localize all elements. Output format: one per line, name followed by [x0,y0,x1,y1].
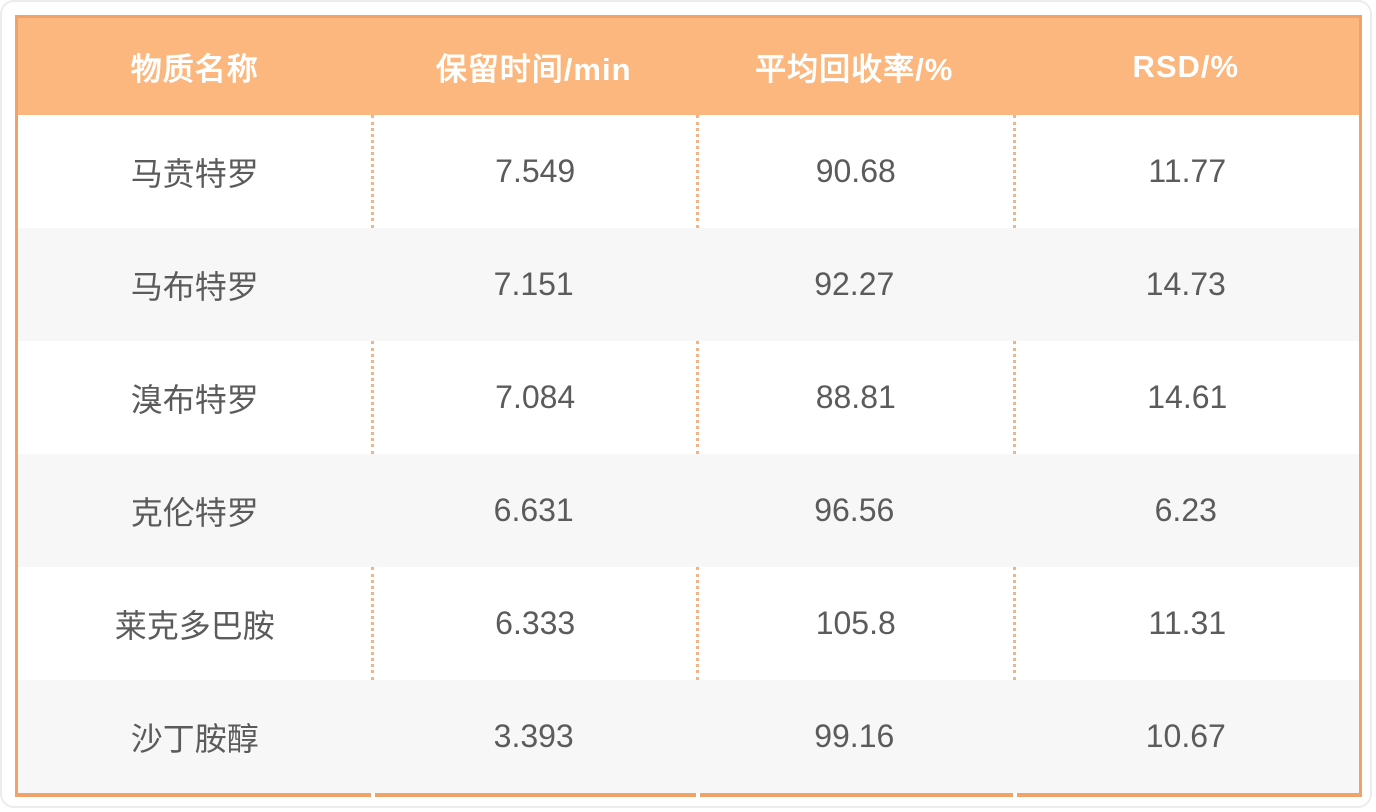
cell-retention-time: 7.084 [371,341,696,454]
cell-rsd: 14.61 [1012,341,1359,454]
table-row: 马贲特罗 7.549 90.68 11.77 [18,115,1359,228]
cell-retention-time: 6.333 [371,567,696,680]
cell-rsd: 10.67 [1145,718,1226,754]
table-row: 克伦特罗 6.631 96.56 6.23 [18,454,1359,567]
cell-rsd: 11.31 [1012,567,1359,680]
cell-substance: 溴布特罗 [130,381,259,418]
cell-rsd: 6.23 [1154,492,1217,528]
cell-recovery: 90.68 [695,115,1013,228]
bottom-border-segment [695,793,1013,797]
cell-recovery: 105.8 [695,567,1013,680]
header-average-recovery: 平均回收率/% [755,52,954,87]
cell-retention-time: 3.393 [493,718,574,754]
cell-recovery: 88.81 [695,341,1013,454]
bottom-border-segment [371,793,696,797]
cell-substance: 沙丁胺醇 [130,720,259,757]
table-row: 莱克多巴胺 6.333 105.8 11.31 [18,567,1359,680]
cell-rsd: 14.73 [1145,266,1226,302]
table-row: 马布特罗 7.151 92.27 14.73 [18,228,1359,341]
table-row: 沙丁胺醇 3.393 99.16 10.67 [18,680,1359,793]
cell-recovery: 99.16 [814,718,895,754]
bottom-border-segment [18,793,372,797]
cell-retention-time: 7.549 [371,115,696,228]
cell-substance: 马贲特罗 [130,155,259,192]
table-bottom-border [18,793,1359,797]
cell-retention-time: 6.631 [493,492,574,528]
cell-retention-time: 7.151 [493,266,574,302]
cell-recovery: 92.27 [814,266,895,302]
header-retention-time: 保留时间/min [435,52,632,87]
bottom-border-segment [1012,793,1359,797]
cell-recovery: 96.56 [814,492,895,528]
table-row: 溴布特罗 7.084 88.81 14.61 [18,341,1359,454]
cell-substance: 莱克多巴胺 [114,607,275,644]
header-substance-name: 物质名称 [130,52,259,87]
cell-rsd: 11.77 [1012,115,1359,228]
table-header-row: 物质名称 保留时间/min 平均回收率/% RSD/% [18,18,1359,115]
cell-substance: 马布特罗 [130,268,259,305]
recovery-results-table: 物质名称 保留时间/min 平均回收率/% RSD/% 马贲特罗 7.549 9… [15,15,1362,797]
header-rsd: RSD/% [1132,48,1240,84]
cell-substance: 克伦特罗 [130,494,259,531]
